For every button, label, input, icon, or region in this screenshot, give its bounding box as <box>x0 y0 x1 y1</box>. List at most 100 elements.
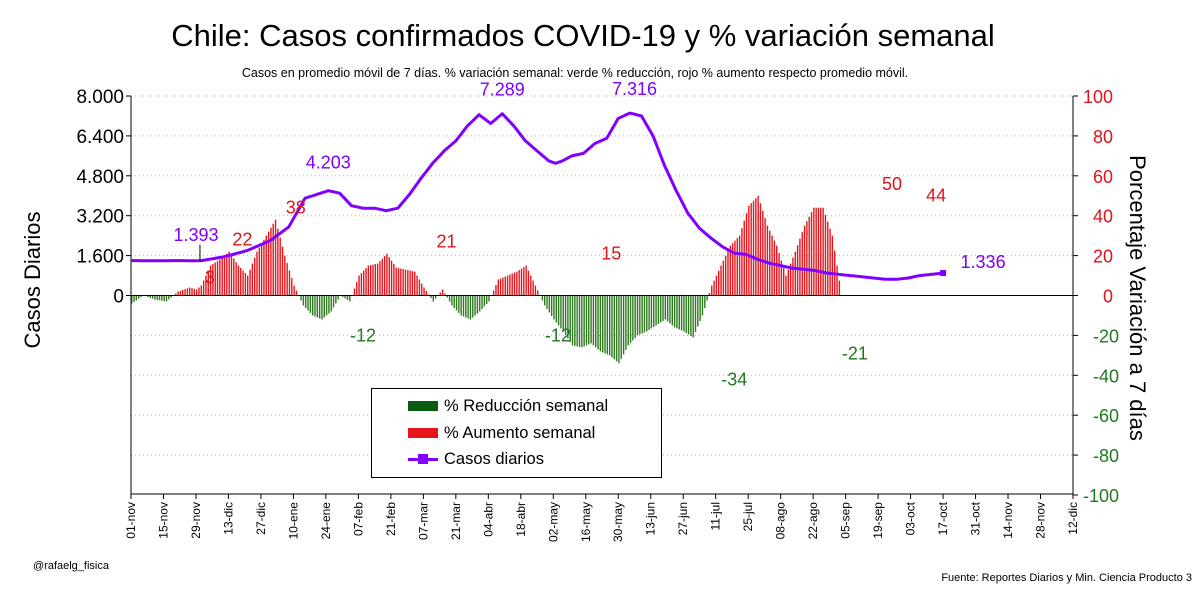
reduction-bar <box>680 295 683 331</box>
reduction-bar <box>483 295 486 307</box>
reduction-bar <box>548 295 551 313</box>
right-tick-label: 60 <box>1093 167 1113 187</box>
increase-bar <box>727 250 729 296</box>
increase-bar <box>200 285 203 296</box>
increase-bar <box>495 285 497 296</box>
increase-bar <box>518 270 520 296</box>
left-tick-label: 4.800 <box>76 167 124 188</box>
increase-bar <box>838 280 841 296</box>
increase-bar <box>267 231 270 296</box>
right-tick-label: -100 <box>1083 486 1119 506</box>
x-tick-label: 13-jun <box>644 502 658 535</box>
increase-bar <box>738 235 741 296</box>
increase-bar <box>372 264 374 296</box>
reduction-bar <box>451 295 453 306</box>
reduction-bar <box>168 295 170 300</box>
chart-subtitle: Casos en promedio móvil de 7 días. % var… <box>241 66 909 80</box>
increase-bar <box>722 260 725 296</box>
increase-bar <box>198 287 200 296</box>
reduction-bar <box>567 295 569 339</box>
increase-bar <box>810 212 813 296</box>
reduction-bar <box>332 295 335 308</box>
reduction-bar <box>701 295 704 316</box>
variation-annotation: 3 <box>205 268 215 288</box>
reduction-bar <box>592 295 595 346</box>
increase-bar <box>175 293 177 296</box>
increase-bar <box>789 263 792 296</box>
increase-bar <box>794 251 796 296</box>
increase-bar <box>237 265 240 296</box>
x-tick-label: 13-dic <box>221 502 235 535</box>
x-tick-label: 10-ene <box>286 502 300 540</box>
increase-bar <box>223 255 226 296</box>
increase-bar <box>829 228 831 296</box>
variation-annotation: -34 <box>721 369 747 389</box>
increase-bar <box>272 223 274 296</box>
reduction-bar <box>585 295 588 346</box>
increase-bar <box>221 257 223 296</box>
legend-label-increase: % Aumento semanal <box>444 423 596 442</box>
increase-bar <box>778 253 780 296</box>
reduction-bar <box>650 295 653 329</box>
x-tick-label: 01-nov <box>124 502 138 539</box>
reduction-bar <box>135 295 138 301</box>
increase-bar <box>274 219 277 296</box>
increase-bar <box>242 270 244 296</box>
reduction-bar <box>330 295 332 312</box>
reduction-bar <box>683 295 685 332</box>
increase-bar <box>792 257 794 296</box>
reduction-bar <box>629 295 632 343</box>
increase-bar <box>195 289 198 296</box>
reduction-bar <box>481 295 483 309</box>
left-tick-label: 3.200 <box>76 207 124 228</box>
reduction-bar <box>625 295 627 350</box>
increase-bar <box>247 275 249 296</box>
reduction-bar <box>678 295 680 330</box>
reduction-bar <box>474 295 476 316</box>
reduction-bar <box>646 295 648 332</box>
reduction-bar <box>588 295 590 345</box>
increase-bar <box>808 216 810 296</box>
x-tick-label: 30-may <box>611 502 625 542</box>
increase-bar <box>734 240 736 296</box>
reduction-bar <box>154 295 156 300</box>
reduction-bar <box>165 295 168 302</box>
reduction-bar <box>460 295 462 316</box>
reduction-bar <box>158 295 161 301</box>
increase-bar <box>822 207 824 296</box>
x-tick-label: 02-may <box>546 502 560 542</box>
reduction-bar <box>349 295 351 302</box>
increase-bar <box>407 270 409 296</box>
increase-bar <box>288 270 291 296</box>
x-tick-label: 21-feb <box>384 502 398 536</box>
reduction-bar <box>311 295 314 316</box>
reduction-bar <box>161 295 163 301</box>
increase-bar <box>708 293 711 296</box>
reduction-bar <box>685 295 687 333</box>
x-tick-label: 05-sep <box>839 502 853 539</box>
variation-annotation: 21 <box>437 232 457 252</box>
reduction-bar <box>599 295 602 352</box>
increase-bar <box>806 221 808 296</box>
variation-annotation: 22 <box>232 230 252 250</box>
reduction-bar <box>541 295 544 301</box>
legend-item-cases: Casos diarios <box>408 448 544 470</box>
reduction-bar <box>434 295 437 299</box>
reduction-bar <box>692 295 694 338</box>
increase-bar <box>762 210 764 296</box>
increase-bar <box>416 275 418 296</box>
reduction-bar <box>671 295 674 326</box>
increase-bar <box>293 285 295 296</box>
increase-bar <box>827 221 829 296</box>
increase-bar <box>718 270 720 296</box>
reduction-bar <box>170 295 172 298</box>
increase-bar <box>750 203 752 296</box>
reduction-bar <box>636 295 639 336</box>
increase-bar <box>219 259 221 296</box>
reduction-bar <box>430 295 432 298</box>
increase-bar <box>527 270 530 296</box>
increase-bar <box>277 228 279 296</box>
increase-bar <box>244 273 247 296</box>
reduction-bar <box>328 295 330 314</box>
reduction-bar <box>627 295 629 346</box>
